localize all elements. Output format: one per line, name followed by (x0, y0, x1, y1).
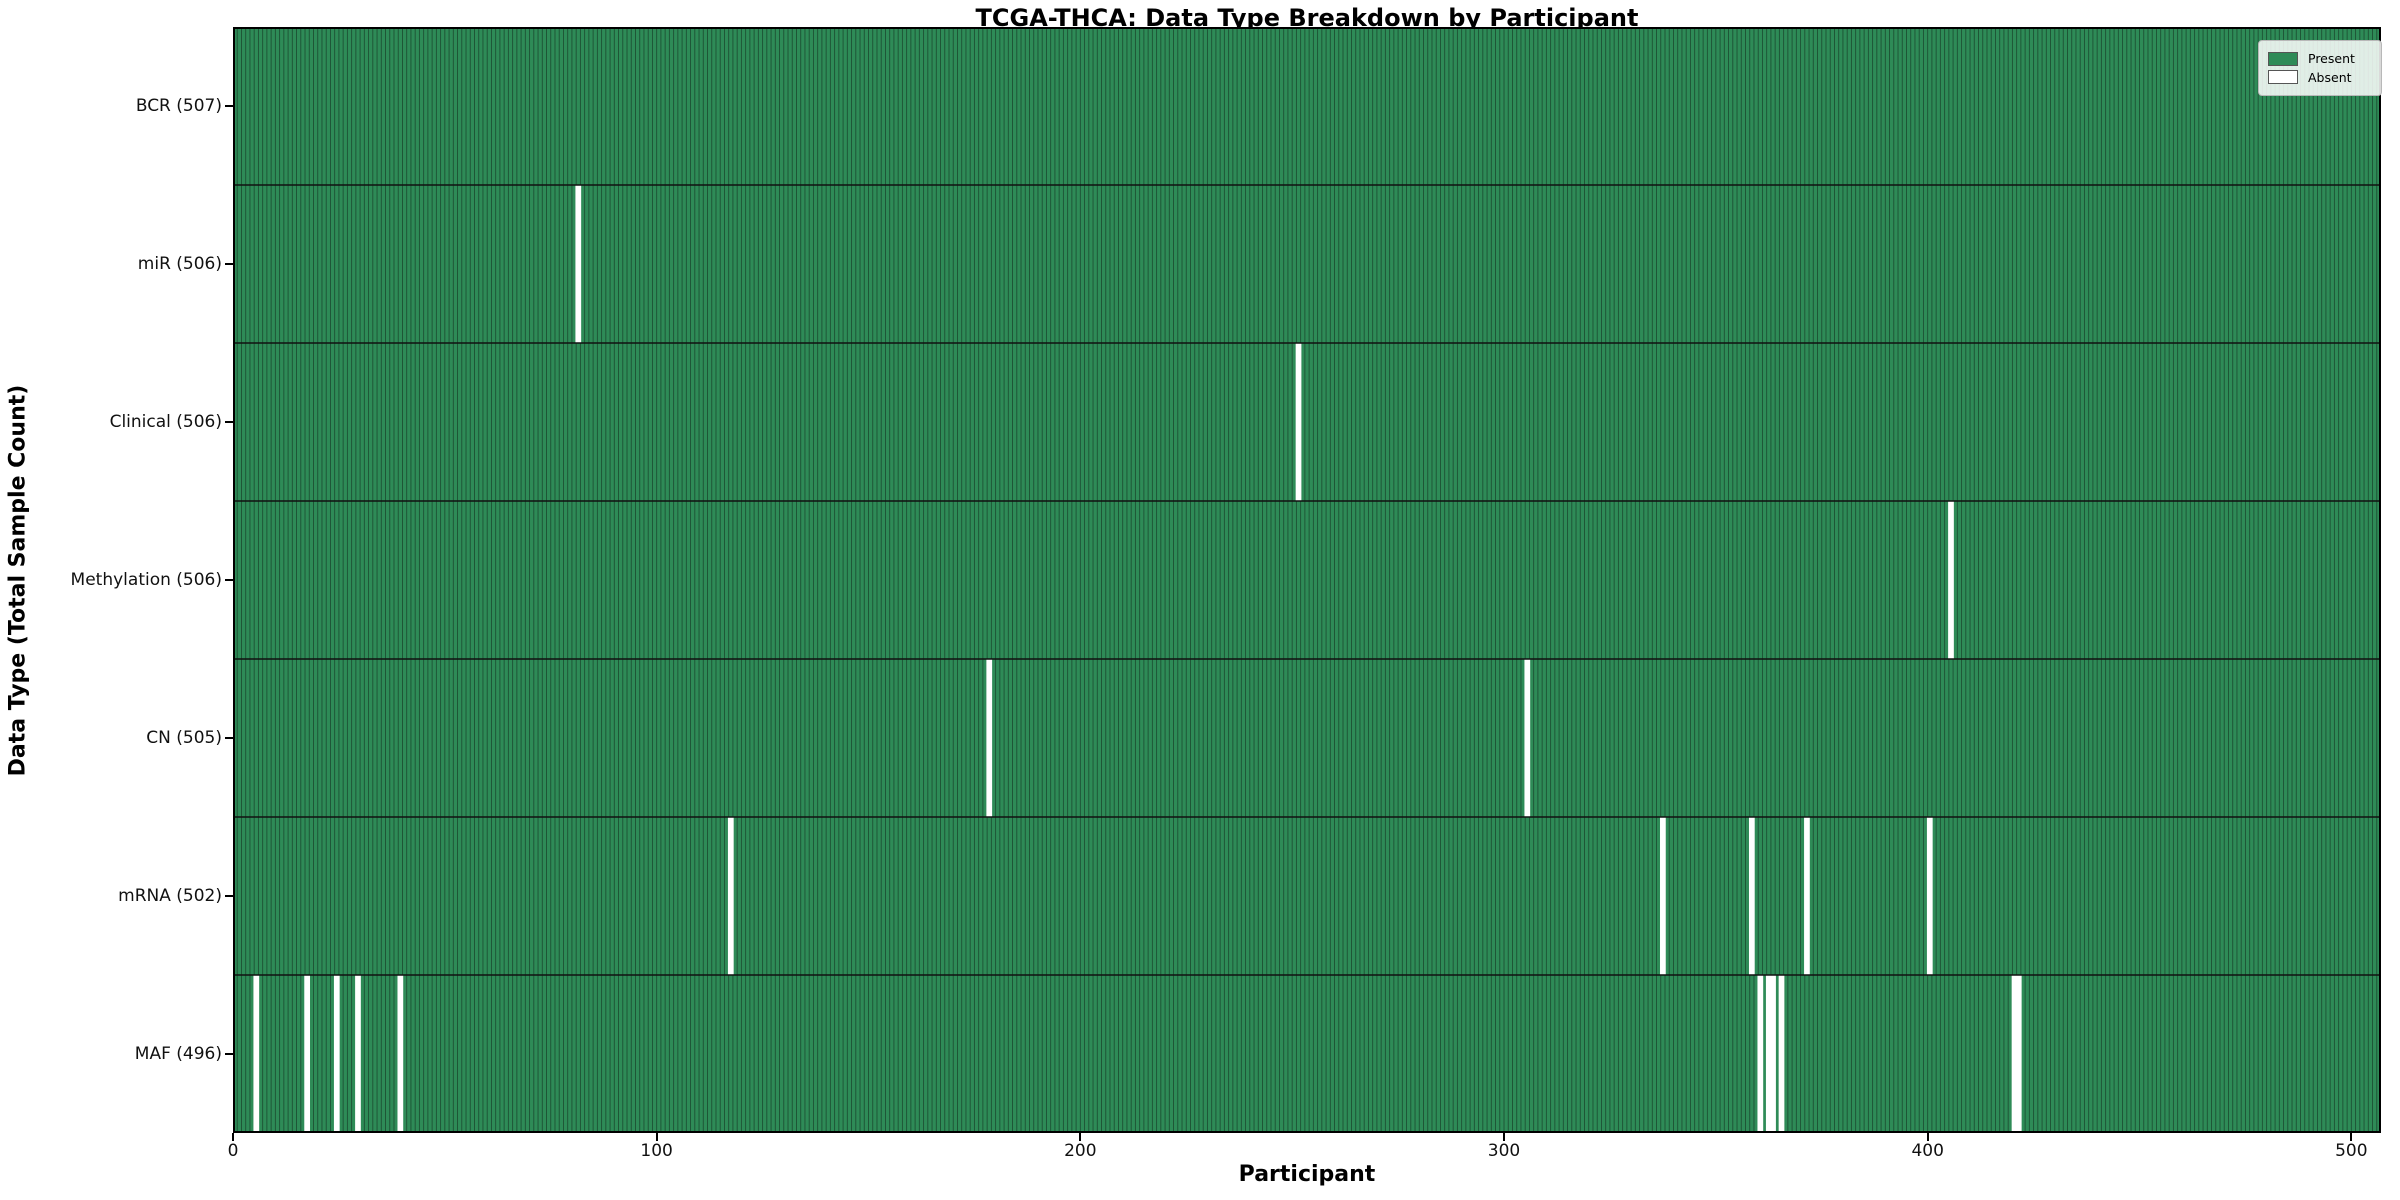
y-tick-mark (225, 421, 233, 423)
y-tick-label: Clinical (506) (109, 412, 222, 432)
plot-area (233, 27, 2381, 1133)
y-tick-label: MAF (496) (134, 1044, 222, 1064)
x-tick-label: 300 (1487, 1141, 1521, 1161)
y-tick-mark (225, 1053, 233, 1055)
y-tick-mark (225, 579, 233, 581)
y-tick-label: mRNA (502) (118, 886, 222, 906)
y-tick-mark (225, 105, 233, 107)
legend-swatch-present (2268, 51, 2298, 66)
x-tick-label: 200 (1064, 1141, 1097, 1161)
legend: Present Absent (2258, 40, 2382, 97)
x-tick-mark (655, 1133, 658, 1141)
y-tick-mark (225, 737, 233, 739)
y-tick-mark (225, 895, 233, 897)
y-tick-mark (225, 263, 233, 265)
legend-label-absent: Absent (2308, 69, 2352, 85)
x-tick-label: 400 (1911, 1141, 1944, 1161)
x-tick-label: 0 (227, 1141, 239, 1161)
x-tick-label: 500 (2335, 1141, 2368, 1161)
y-tick-label: miR (506) (137, 254, 222, 274)
y-tick-label: Methylation (506) (70, 570, 222, 590)
x-tick-mark (2350, 1133, 2353, 1141)
x-tick-mark (232, 1133, 234, 1141)
y-tick-label: CN (505) (146, 728, 222, 748)
x-tick-label: 100 (640, 1141, 673, 1161)
y-tick-label: BCR (507) (135, 96, 222, 116)
x-tick-mark (1503, 1133, 1505, 1141)
x-tick-mark (1079, 1133, 1082, 1141)
legend-label-present: Present (2308, 51, 2355, 66)
legend-entry-absent: Absent (2268, 70, 2372, 86)
legend-entry-present: Present (2268, 51, 2372, 67)
x-axis-label: Participant (1238, 1162, 1376, 1187)
x-tick-mark (1926, 1133, 1929, 1141)
legend-swatch-absent (2268, 70, 2298, 85)
